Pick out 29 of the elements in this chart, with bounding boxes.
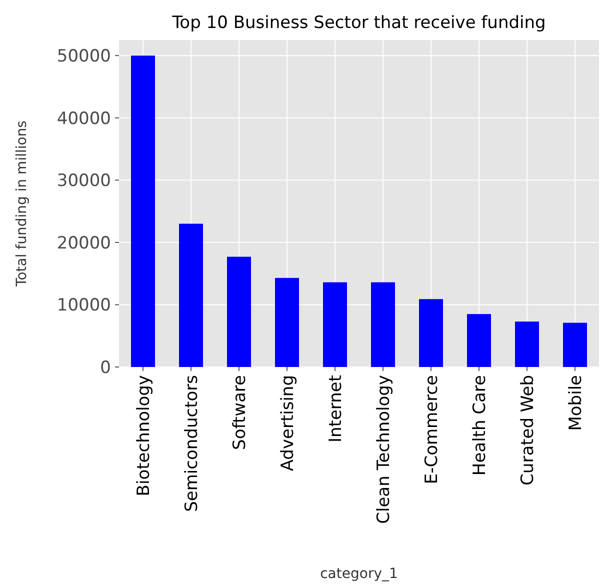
y-tick-label: 20000 (56, 233, 111, 254)
y-tick-label: 0 (100, 358, 111, 378)
x-tick-label: Biotechnology (134, 375, 154, 496)
x-axis-title: category_1 (320, 566, 398, 582)
y-tick-label: 10000 (56, 296, 111, 316)
bar (563, 322, 587, 367)
bar (179, 224, 203, 367)
bar (371, 282, 395, 367)
chart-title: Top 10 Business Sector that receive funding (171, 13, 546, 33)
x-tick-label: Advertising (278, 375, 298, 472)
bar (131, 56, 155, 367)
bar (467, 314, 491, 367)
x-tick-label: E-Commerce (422, 375, 442, 484)
bar (515, 322, 539, 367)
x-tick-label: Internet (326, 374, 346, 443)
y-tick-label: 40000 (56, 108, 111, 129)
x-tick-label: Curated Web (518, 375, 538, 486)
y-tick-label: 30000 (56, 171, 111, 192)
bar (323, 282, 347, 367)
y-tick-label: 50000 (56, 46, 111, 67)
bar (227, 256, 251, 367)
x-tick-label: Health Care (470, 375, 490, 476)
x-tick-label: Semiconductors (182, 374, 202, 512)
x-tick-label: Clean Technology (374, 375, 394, 524)
bar (419, 299, 443, 367)
y-axis-title: Total funding in millions (14, 120, 30, 288)
x-tick-label: Software (230, 375, 250, 450)
x-tick-label: Mobile (566, 375, 586, 431)
bar (275, 278, 299, 367)
